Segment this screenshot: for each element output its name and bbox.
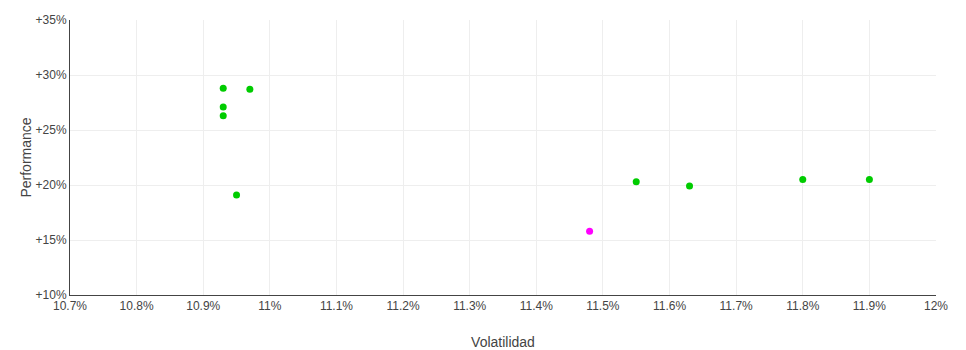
svg-text:11.4%: 11.4%: [520, 299, 553, 313]
svg-text:10.7%: 10.7%: [53, 299, 87, 313]
svg-text:+15%: +15%: [36, 233, 67, 247]
svg-text:11.1%: 11.1%: [320, 299, 353, 313]
svg-text:Volatilidad: Volatilidad: [471, 334, 535, 350]
svg-text:+30%: +30%: [36, 68, 67, 82]
svg-text:11.6%: 11.6%: [653, 299, 686, 313]
svg-text:11.2%: 11.2%: [387, 299, 420, 313]
svg-text:10.9%: 10.9%: [186, 299, 220, 313]
svg-text:+20%: +20%: [36, 178, 67, 192]
svg-text:+35%: +35%: [36, 13, 67, 27]
svg-text:12%: 12%: [924, 299, 948, 313]
svg-text:11.3%: 11.3%: [453, 299, 486, 313]
svg-text:11.5%: 11.5%: [586, 299, 619, 313]
svg-text:Performance: Performance: [18, 117, 34, 197]
svg-text:+25%: +25%: [36, 123, 67, 137]
svg-text:11.8%: 11.8%: [786, 299, 819, 313]
svg-text:+10%: +10%: [36, 288, 67, 302]
svg-text:11.9%: 11.9%: [853, 299, 886, 313]
svg-text:10.8%: 10.8%: [120, 299, 154, 313]
svg-text:11.7%: 11.7%: [720, 299, 753, 313]
svg-text:11%: 11%: [258, 299, 281, 313]
